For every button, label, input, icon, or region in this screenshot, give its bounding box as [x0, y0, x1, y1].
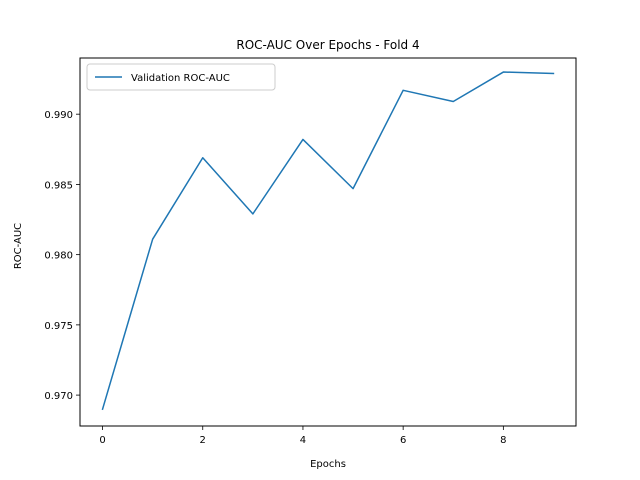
y-tick-label: 0.990: [44, 110, 73, 121]
plot-area: [79, 57, 577, 427]
y-tick-label: 0.975: [44, 321, 73, 332]
plot-frame: [79, 57, 577, 427]
y-axis: 0.970 0.975 0.980 0.985 0.990: [44, 110, 80, 402]
x-tick-label: 0: [99, 435, 105, 446]
x-axis-title: Epochs: [310, 459, 346, 470]
x-tick-label: 4: [300, 435, 306, 446]
y-axis-title: ROC-AUC: [13, 223, 24, 269]
y-tick-label: 0.985: [44, 180, 73, 191]
x-tick-label: 6: [400, 435, 406, 446]
series-line: [101, 71, 555, 411]
y-tick-label: 0.970: [44, 391, 73, 402]
chart-title: ROC-AUC Over Epochs - Fold 4: [236, 38, 419, 52]
x-tick-label: 8: [500, 435, 506, 446]
series-layer: [101, 71, 555, 411]
x-axis: 0 2 4 6 8: [99, 426, 507, 446]
legend-label: Validation ROC-AUC: [131, 73, 230, 84]
legend: Validation ROC-AUC: [86, 63, 276, 91]
y-tick-label: 0.980: [44, 251, 73, 262]
legend-box: [86, 63, 276, 91]
x-tick-label: 2: [200, 435, 206, 446]
